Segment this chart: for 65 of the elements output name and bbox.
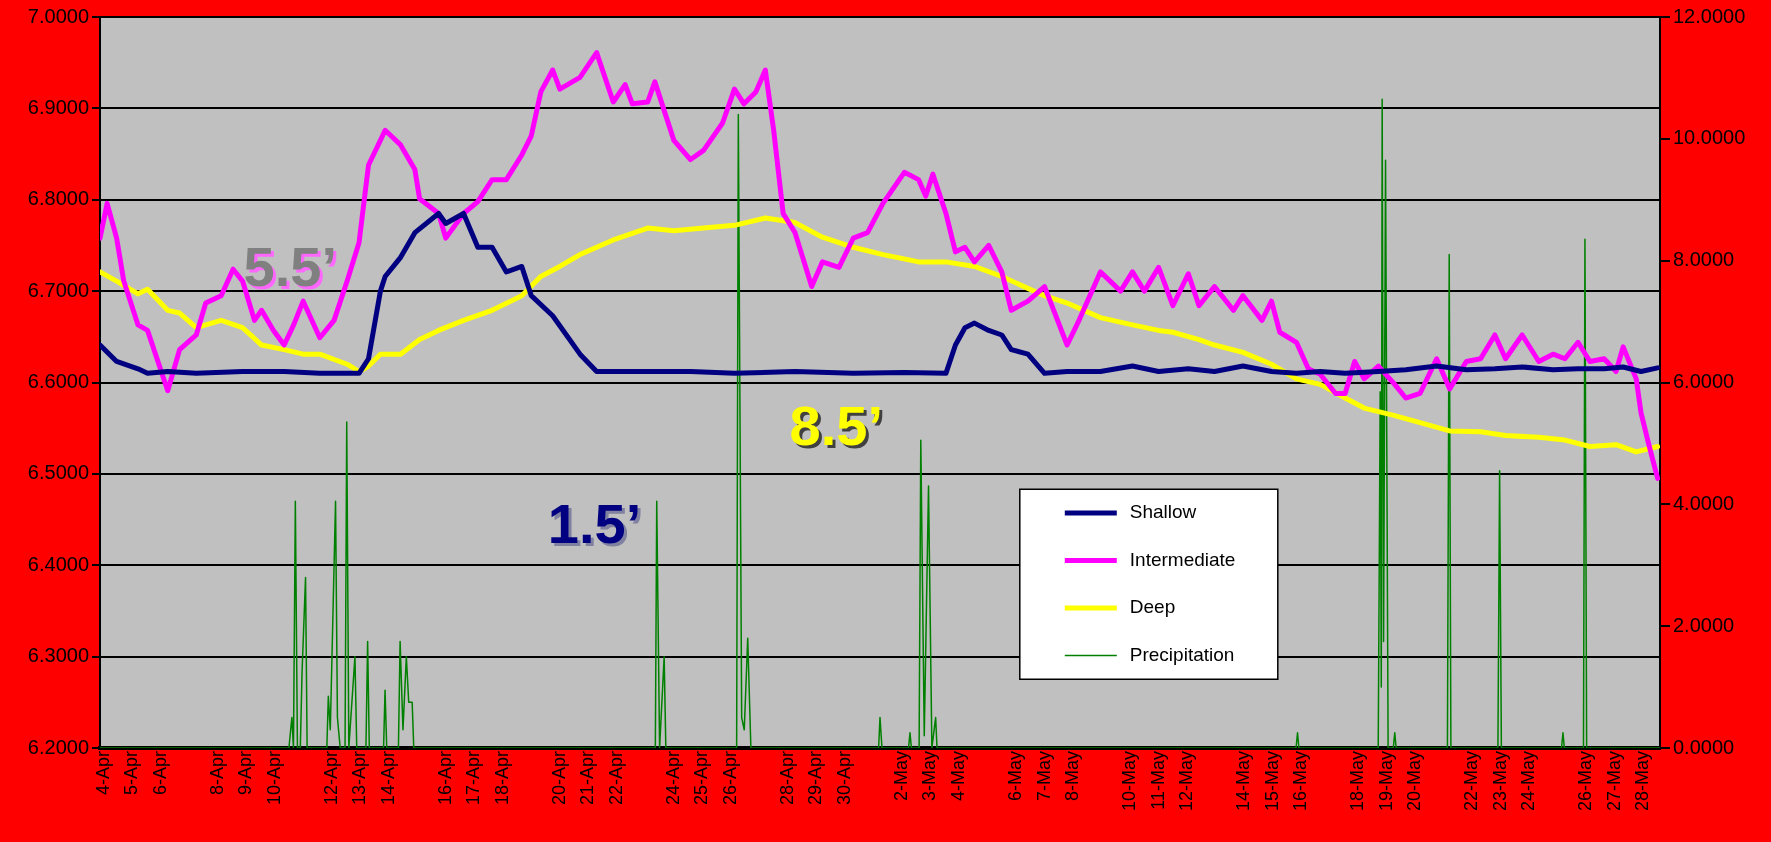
x-tick-label: 16-May — [1290, 751, 1311, 812]
x-tick-label: 17-Apr — [463, 751, 484, 806]
y-tick-label: 6.8000 — [27, 187, 89, 210]
y2-tick-label: 2.0000 — [1673, 613, 1735, 636]
x-tick-label: 18-May — [1347, 751, 1368, 812]
x-tick-label: 22-May — [1461, 751, 1482, 812]
x-tick-label: 22-Apr — [605, 751, 626, 806]
annotation: 5.5’ — [246, 238, 341, 302]
x-tick-label: 4-May — [947, 751, 968, 802]
x-tick-label: 27-May — [1603, 751, 1624, 812]
annotation: 1.5’ — [550, 494, 645, 558]
y-tick-label: 6.5000 — [27, 461, 89, 484]
legend-label: Precipitation — [1129, 643, 1235, 665]
x-tick-label: 29-Apr — [805, 751, 826, 806]
x-tick-label: 28-May — [1632, 751, 1653, 812]
x-tick-label: 16-Apr — [434, 751, 455, 806]
legend-label: Shallow — [1129, 501, 1197, 523]
x-tick-label: 12-Apr — [320, 751, 341, 806]
x-tick-label: 12-May — [1176, 751, 1197, 812]
x-tick-label: 14-May — [1233, 751, 1254, 812]
x-tick-label: 9-Apr — [235, 750, 256, 796]
y2-tick-label: 12.0000 — [1673, 4, 1746, 27]
x-tick-label: 28-Apr — [776, 751, 797, 806]
x-tick-label: 26-May — [1575, 751, 1596, 812]
x-tick-label: 23-May — [1489, 751, 1510, 812]
x-tick-label: 24-Apr — [662, 751, 683, 806]
y2-tick-label: 6.0000 — [1673, 370, 1735, 393]
x-tick-label: 24-May — [1518, 751, 1539, 812]
y-tick-label: 6.3000 — [27, 644, 89, 667]
x-tick-label: 10-Apr — [263, 751, 284, 806]
legend-label: Intermediate — [1129, 548, 1236, 570]
x-tick-label: 8-May — [1062, 751, 1083, 802]
x-tick-label: 25-Apr — [691, 751, 712, 806]
x-tick-label: 21-Apr — [577, 751, 598, 806]
x-tick-label: 26-Apr — [719, 751, 740, 806]
x-tick-label: 6-May — [1005, 751, 1026, 802]
y-tick-label: 6.6000 — [27, 370, 89, 393]
y2-tick-label: 10.0000 — [1673, 126, 1746, 149]
legend-label: Deep — [1129, 596, 1176, 618]
annotation: 8.5’ — [792, 396, 887, 460]
y2-tick-label: 0.0000 — [1673, 735, 1735, 758]
x-tick-label: 8-Apr — [206, 750, 227, 796]
x-tick-label: 18-Apr — [491, 751, 512, 806]
x-tick-label: 4-Apr — [92, 750, 113, 796]
y-tick-label: 6.2000 — [27, 735, 89, 758]
y2-tick-label: 4.0000 — [1673, 491, 1735, 514]
x-tick-label: 3-May — [919, 751, 940, 802]
x-tick-label: 30-Apr — [833, 751, 854, 806]
y-tick-label: 6.4000 — [27, 552, 89, 575]
y2-tick-label: 8.0000 — [1673, 248, 1735, 271]
x-tick-label: 20-Apr — [548, 751, 569, 806]
x-tick-label: 20-May — [1404, 751, 1425, 812]
x-tick-label: 2-May — [890, 751, 911, 802]
x-tick-label: 13-Apr — [349, 751, 370, 806]
x-tick-label: 6-Apr — [149, 750, 170, 796]
y-tick-label: 6.7000 — [27, 278, 89, 301]
x-tick-label: 5-Apr — [121, 750, 142, 796]
y-tick-label: 6.9000 — [27, 95, 89, 118]
x-tick-label: 10-May — [1119, 751, 1140, 812]
x-tick-label: 15-May — [1261, 751, 1282, 812]
x-tick-label: 14-Apr — [377, 751, 398, 806]
x-tick-label: 11-May — [1147, 751, 1168, 810]
y-tick-label: 7.0000 — [27, 4, 89, 27]
x-tick-label: 7-May — [1033, 751, 1054, 802]
x-tick-label: 19-May — [1375, 751, 1396, 812]
